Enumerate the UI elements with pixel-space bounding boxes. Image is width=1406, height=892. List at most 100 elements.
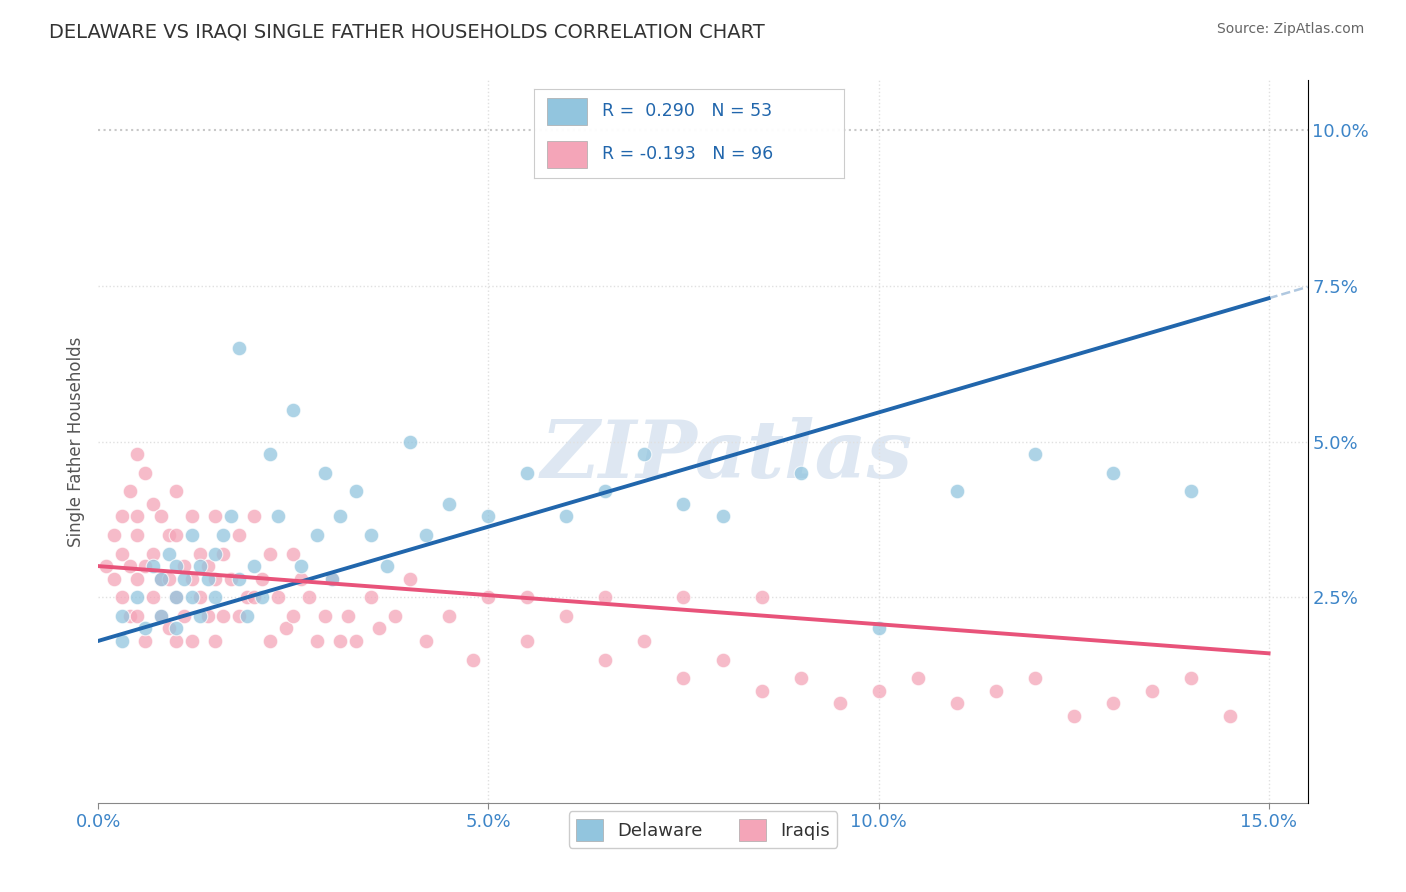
Point <box>1024 671 1046 685</box>
Point <box>984 683 1007 698</box>
Point <box>204 509 226 524</box>
Point <box>1101 466 1123 480</box>
Point <box>103 572 125 586</box>
Point <box>375 559 398 574</box>
Point <box>111 591 134 605</box>
Point <box>1219 708 1241 723</box>
Point <box>305 633 328 648</box>
Point <box>142 497 165 511</box>
Point <box>173 572 195 586</box>
Point <box>344 484 367 499</box>
Point <box>134 621 156 635</box>
Point <box>103 528 125 542</box>
Point <box>173 609 195 624</box>
Y-axis label: Single Father Households: Single Father Households <box>66 336 84 547</box>
Point <box>329 509 352 524</box>
Point <box>595 591 617 605</box>
Point <box>711 652 734 666</box>
Point <box>267 591 290 605</box>
Point <box>111 609 134 624</box>
Point <box>399 434 422 449</box>
Point <box>118 609 141 624</box>
Point <box>181 633 204 648</box>
Point <box>789 466 811 480</box>
Point <box>399 572 422 586</box>
Text: R =  0.290   N = 53: R = 0.290 N = 53 <box>602 102 772 120</box>
Point <box>127 447 149 461</box>
Point <box>165 484 187 499</box>
Point <box>828 696 851 710</box>
Point <box>165 591 187 605</box>
Point <box>252 591 274 605</box>
Point <box>516 633 538 648</box>
Point <box>127 528 149 542</box>
Point <box>267 509 290 524</box>
Text: DELAWARE VS IRAQI SINGLE FATHER HOUSEHOLDS CORRELATION CHART: DELAWARE VS IRAQI SINGLE FATHER HOUSEHOL… <box>49 22 765 41</box>
FancyBboxPatch shape <box>547 141 586 168</box>
Point <box>907 671 929 685</box>
Point <box>118 484 141 499</box>
Point <box>321 572 343 586</box>
Point <box>415 633 437 648</box>
Point <box>344 633 367 648</box>
Point <box>1180 484 1202 499</box>
Point <box>188 609 211 624</box>
Point <box>142 591 165 605</box>
Point <box>188 591 211 605</box>
Point <box>1063 708 1085 723</box>
Point <box>228 528 250 542</box>
Point <box>165 528 187 542</box>
Point <box>283 403 305 417</box>
Point <box>134 559 156 574</box>
Point <box>165 559 187 574</box>
Point <box>868 621 890 635</box>
Point <box>439 609 461 624</box>
Point <box>197 559 219 574</box>
Point <box>127 572 149 586</box>
Point <box>197 609 219 624</box>
Point <box>384 609 406 624</box>
Point <box>212 547 235 561</box>
Point <box>305 528 328 542</box>
Point <box>555 509 578 524</box>
Point <box>283 547 305 561</box>
Point <box>204 633 226 648</box>
Point <box>595 484 617 499</box>
Point <box>298 591 321 605</box>
Point <box>118 559 141 574</box>
Point <box>329 633 352 648</box>
Point <box>672 497 695 511</box>
Legend: Delaware, Iraqis: Delaware, Iraqis <box>568 812 838 848</box>
Point <box>134 633 156 648</box>
Point <box>188 559 211 574</box>
Point <box>157 572 180 586</box>
Point <box>555 609 578 624</box>
Point <box>149 572 172 586</box>
Point <box>149 572 172 586</box>
Point <box>314 609 336 624</box>
Point <box>142 559 165 574</box>
Point <box>197 572 219 586</box>
Point <box>243 509 266 524</box>
Point <box>259 633 281 648</box>
Point <box>228 609 250 624</box>
Point <box>751 591 773 605</box>
Point <box>789 671 811 685</box>
Point <box>274 621 297 635</box>
Point <box>134 466 156 480</box>
Point <box>368 621 391 635</box>
Point <box>212 609 235 624</box>
Point <box>149 609 172 624</box>
Point <box>219 509 242 524</box>
Point <box>337 609 360 624</box>
Point <box>111 509 134 524</box>
Point <box>1140 683 1163 698</box>
Text: ZIPatlas: ZIPatlas <box>541 417 914 495</box>
Point <box>290 572 312 586</box>
Point <box>228 341 250 355</box>
Point <box>259 547 281 561</box>
Point <box>96 559 118 574</box>
Point <box>314 466 336 480</box>
Point <box>243 591 266 605</box>
Point <box>751 683 773 698</box>
